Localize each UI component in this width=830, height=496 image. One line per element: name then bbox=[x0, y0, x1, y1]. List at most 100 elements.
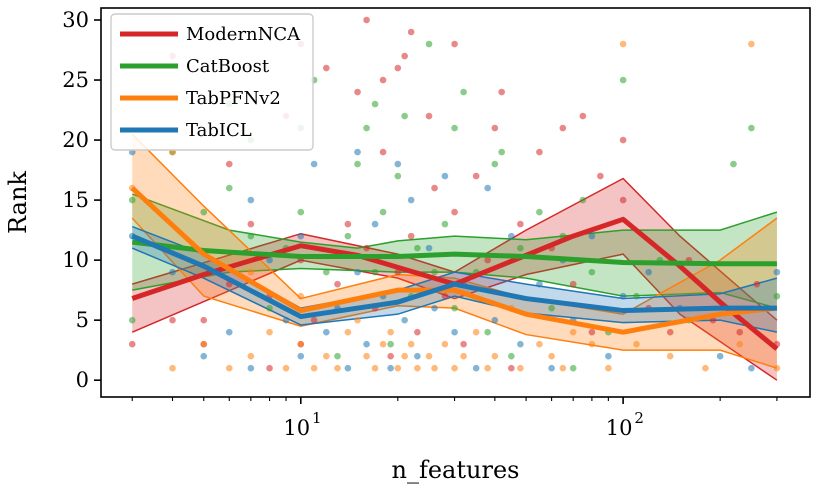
tabicl-point bbox=[508, 232, 515, 240]
tabicl-point bbox=[363, 340, 370, 348]
catboost-point bbox=[379, 208, 387, 216]
modernnca-point bbox=[200, 316, 208, 324]
catboost-point bbox=[128, 316, 136, 324]
catboost-point bbox=[579, 196, 587, 204]
tabicl-point bbox=[323, 328, 330, 336]
modernnca-point bbox=[451, 208, 458, 216]
modernnca-point bbox=[401, 52, 408, 60]
modernnca-point bbox=[441, 292, 449, 300]
modernnca-point bbox=[266, 364, 273, 372]
legend: ModernNCA CatBoost TabPFNv2 TabICL bbox=[110, 13, 314, 151]
modernnca-point bbox=[451, 40, 458, 48]
y-tick-label: 25 bbox=[62, 68, 89, 92]
plot-frame bbox=[100, 7, 811, 398]
tabicl-point bbox=[354, 148, 361, 156]
catboost-point bbox=[371, 268, 379, 276]
modernnca-point bbox=[619, 196, 627, 204]
catboost-point bbox=[508, 352, 515, 360]
tabicl-point bbox=[225, 328, 233, 336]
catboost-point bbox=[451, 124, 458, 132]
modernnca-point bbox=[619, 136, 627, 144]
catboost-point bbox=[394, 172, 402, 180]
tabpfnv2-band-upper bbox=[131, 133, 778, 315]
tabpfnv2-point bbox=[431, 364, 438, 372]
catboost-point bbox=[414, 244, 421, 252]
tabicl-point bbox=[548, 364, 555, 372]
modernnca-band-upper bbox=[132, 177, 778, 321]
y-tick-label: 20 bbox=[62, 128, 89, 152]
catboost-band-fill bbox=[132, 194, 777, 309]
modernnca-point bbox=[394, 268, 402, 276]
tabicl-point bbox=[605, 352, 612, 360]
modernnca-point bbox=[579, 112, 587, 120]
tabicl-point bbox=[387, 364, 394, 372]
tabpfnv2-point bbox=[282, 364, 290, 372]
tabicl-point bbox=[414, 352, 421, 360]
modernnca-point bbox=[323, 64, 330, 72]
tabpfnv2-point bbox=[491, 352, 499, 360]
modernnca-point bbox=[472, 172, 480, 180]
catboost-point bbox=[323, 268, 330, 276]
tabicl-point bbox=[431, 304, 438, 312]
modernnca-trend-line bbox=[131, 216, 779, 351]
modernnca-point bbox=[425, 112, 433, 120]
tabpfnv2-point bbox=[748, 40, 755, 48]
modernnca-point bbox=[709, 316, 717, 324]
catboost-point bbox=[363, 124, 370, 132]
tabicl-trend-line bbox=[131, 233, 777, 320]
modernnca-point bbox=[363, 16, 370, 24]
modernnca-point bbox=[169, 316, 176, 324]
modernnca-point bbox=[559, 124, 567, 132]
catboost-point bbox=[431, 268, 438, 276]
catboost-point bbox=[225, 184, 233, 192]
tabicl-point bbox=[266, 256, 273, 264]
tabicl-point bbox=[484, 184, 491, 192]
modernnca-point bbox=[363, 244, 370, 252]
modernnca-point bbox=[753, 280, 761, 288]
catboost-point bbox=[425, 40, 433, 48]
modernnca-point bbox=[354, 88, 361, 96]
tabicl-point bbox=[297, 352, 305, 360]
tabicl-point bbox=[517, 340, 524, 348]
tabpfnv2-band-fill bbox=[132, 134, 777, 369]
catboost-point bbox=[491, 160, 499, 168]
tabpfnv2-point bbox=[379, 340, 387, 348]
tabpfnv2-point bbox=[548, 352, 555, 360]
modernnca-point bbox=[498, 88, 505, 96]
modernnca-point bbox=[407, 232, 415, 240]
tabicl-point bbox=[451, 328, 458, 336]
tabicl-point bbox=[371, 220, 379, 228]
tabpfnv2-point bbox=[702, 364, 709, 372]
x-tick-label: 10 bbox=[606, 416, 633, 440]
tabicl-point bbox=[491, 316, 499, 324]
modernnca-point bbox=[344, 220, 352, 228]
tabicl-point bbox=[169, 268, 176, 276]
modernnca-point bbox=[517, 220, 524, 228]
tabpfnv2-point bbox=[169, 364, 176, 372]
tabpfnv2-point bbox=[441, 340, 449, 348]
tabicl-point bbox=[425, 244, 433, 252]
trend-lines bbox=[130, 186, 779, 351]
x-tick-exponent: 1 bbox=[312, 409, 322, 427]
tabpfnv2-point bbox=[323, 352, 330, 360]
catboost-point bbox=[371, 100, 379, 108]
tabpfnv2-trend-line bbox=[130, 186, 778, 335]
tabicl-point bbox=[588, 232, 596, 240]
tabicl-point bbox=[645, 268, 652, 276]
catboost-point bbox=[441, 220, 449, 228]
tabicl-point bbox=[354, 268, 361, 276]
catboost-point bbox=[536, 208, 543, 216]
tabpfnv2-point bbox=[247, 268, 255, 276]
catboost-point bbox=[354, 160, 361, 168]
tabpfnv2-point bbox=[414, 364, 421, 372]
tabpfnv2-point bbox=[536, 340, 543, 348]
tabpfnv2-point bbox=[460, 352, 467, 360]
catboost-trend-line bbox=[131, 239, 777, 267]
tabicl-point bbox=[441, 172, 449, 180]
modernnca-band-fill bbox=[132, 178, 777, 381]
tabpfnv2-point bbox=[666, 352, 674, 360]
tabpfnv2-point bbox=[605, 364, 612, 372]
legend-label-tabpfnv2: TabPFNv2 bbox=[186, 88, 281, 109]
